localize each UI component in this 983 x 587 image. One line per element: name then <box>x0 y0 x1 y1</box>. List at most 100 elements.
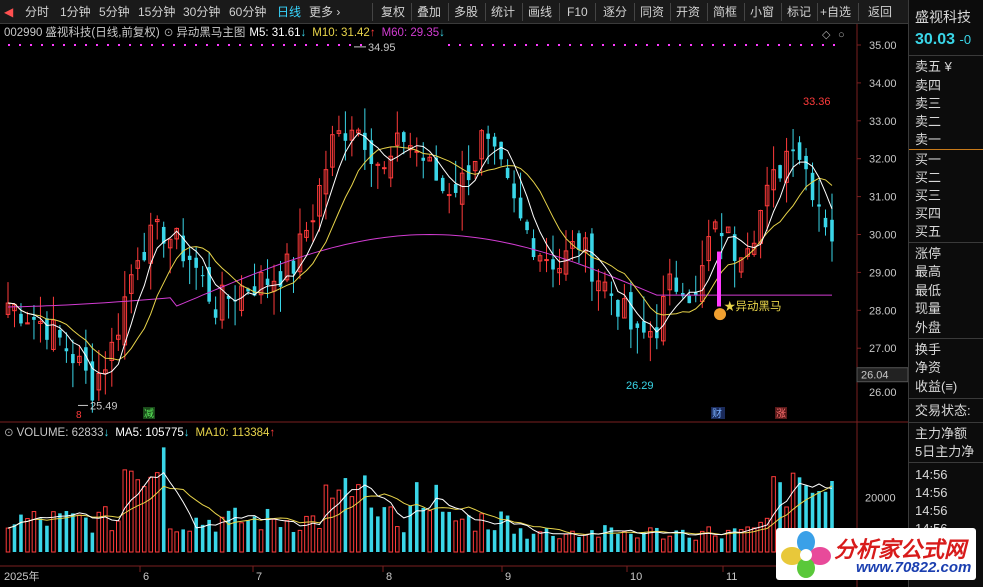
candle-body <box>154 218 160 223</box>
volume-bar <box>271 518 277 553</box>
draw-button[interactable]: 画线 <box>528 5 553 19</box>
volume-bar <box>401 532 406 552</box>
f10-button[interactable]: F10 <box>567 5 588 19</box>
signal-dot <box>173 44 175 46</box>
vol-ma5-value: MA5: 105775 <box>115 427 184 439</box>
tab-intraday[interactable]: 分时 <box>25 5 50 19</box>
low-price-label: 25.49 <box>90 400 118 412</box>
indicator-dropdown-icon[interactable]: ⊙ <box>163 27 174 39</box>
volume-bar <box>148 476 154 553</box>
volume-bar <box>512 533 516 552</box>
candle-body <box>194 257 198 268</box>
same-capital-button[interactable]: 同资 <box>640 5 665 19</box>
back-button[interactable]: 返回 <box>868 5 893 19</box>
ma10-line <box>7 146 833 361</box>
candle-body <box>622 298 627 319</box>
candle-body <box>732 234 737 261</box>
candle-body <box>304 229 309 238</box>
kline-chart[interactable]: 35.00 34.00 33.00 32.00 31.00 30.00 29.00 28.00… <box>0 24 908 587</box>
adjust-button[interactable]: 复权 <box>381 5 406 19</box>
overlay-button[interactable]: 叠加 <box>417 5 442 19</box>
candle-body <box>200 275 205 277</box>
volume-bar <box>823 491 828 552</box>
volume-bar <box>376 516 380 552</box>
volume-bar <box>330 497 335 553</box>
volume-bar <box>531 533 536 552</box>
tab-15min[interactable]: 15分钟 <box>138 5 176 19</box>
volume-bar <box>738 529 744 553</box>
multi-stock-button[interactable]: 多股 <box>454 5 479 19</box>
tab-daily[interactable]: 日线 <box>277 5 302 19</box>
tab-60min[interactable]: 60分钟 <box>229 5 267 19</box>
signal-label: ★异动黑马 <box>724 300 782 313</box>
signal-dot <box>195 44 197 46</box>
candle-body <box>784 150 789 183</box>
signal-dot <box>206 44 208 46</box>
small-window-button[interactable]: 小窗 <box>750 5 775 19</box>
logo-title: 分析家公式网 <box>834 537 967 562</box>
tab-30min[interactable]: 30分钟 <box>183 5 221 19</box>
price-axis-label: 26.00 <box>869 387 897 399</box>
candle-body <box>725 226 731 234</box>
current-volume: 现量 <box>915 301 942 316</box>
volume-bar <box>84 517 88 552</box>
date-axis-label: 8 <box>386 571 392 583</box>
ma10-arrow-icon: ↑ <box>369 27 376 39</box>
open-capital-button[interactable]: 开资 <box>676 5 701 19</box>
candle-body <box>791 149 795 152</box>
signal-dot <box>580 44 582 46</box>
volume-dropdown-icon[interactable]: ⊙ <box>4 427 14 439</box>
signal-dot <box>228 44 230 46</box>
candle-body <box>459 172 465 205</box>
volume-bar <box>544 528 549 552</box>
candle-body <box>693 292 698 296</box>
sell-5: 卖五 ¥ <box>915 59 952 74</box>
current-price-box <box>856 367 908 383</box>
mark-button[interactable]: 标记 <box>787 5 812 19</box>
candle-body <box>323 169 329 195</box>
candle-body <box>706 236 712 262</box>
volume-bar <box>297 529 303 553</box>
volume-bar <box>421 507 426 552</box>
signal-dot <box>8 44 10 46</box>
volume-bar <box>518 528 523 552</box>
signal-dot <box>63 44 65 46</box>
tick-button[interactable]: 逐分 <box>603 5 628 19</box>
stats-button[interactable]: 统计 <box>491 5 516 19</box>
kline-canvas[interactable]: 35.00 34.00 33.00 32.00 31.00 30.00 29.00 28.00… <box>0 24 908 587</box>
tab-more[interactable]: 更多 › <box>309 5 341 19</box>
signal-dot <box>107 44 109 46</box>
volume-bar <box>304 515 309 553</box>
volume-bar <box>751 527 757 553</box>
lowest: 最低 <box>915 283 942 298</box>
volume-bar <box>219 516 225 553</box>
simple-frame-button[interactable]: 简框 <box>713 5 738 19</box>
indicator-name[interactable]: 异动黑马主图 <box>176 27 246 39</box>
tab-5min[interactable]: 5分钟 <box>99 5 130 19</box>
volume-bar <box>187 530 192 553</box>
volume-bar <box>174 531 179 553</box>
volume-bar <box>505 515 510 552</box>
volume-value: VOLUME: 62833 <box>16 427 104 439</box>
signal-dot <box>569 44 571 46</box>
volume-bar <box>570 530 575 553</box>
candle-body <box>142 252 147 261</box>
volume-bar <box>797 477 802 552</box>
volume-bar <box>745 526 750 553</box>
signal-dot <box>558 44 560 46</box>
volume-bar <box>31 511 37 553</box>
price-axis-label: 34.00 <box>869 78 897 90</box>
signal-dot <box>272 44 274 46</box>
low2-price-label: 26.29 <box>626 380 654 392</box>
tab-1min[interactable]: 1分钟 <box>60 5 91 19</box>
buy-2: 买二 <box>915 170 942 185</box>
candle-body <box>32 316 36 320</box>
volume-bar <box>382 507 387 552</box>
signal-dot <box>690 44 692 46</box>
candle-body <box>648 331 653 338</box>
volume-bar <box>58 513 62 552</box>
add-watchlist-button[interactable]: +自选 <box>820 5 852 19</box>
signal-dot <box>74 44 76 46</box>
collapse-icon[interactable]: ◀ <box>4 5 14 19</box>
event-tag-box <box>711 407 725 419</box>
